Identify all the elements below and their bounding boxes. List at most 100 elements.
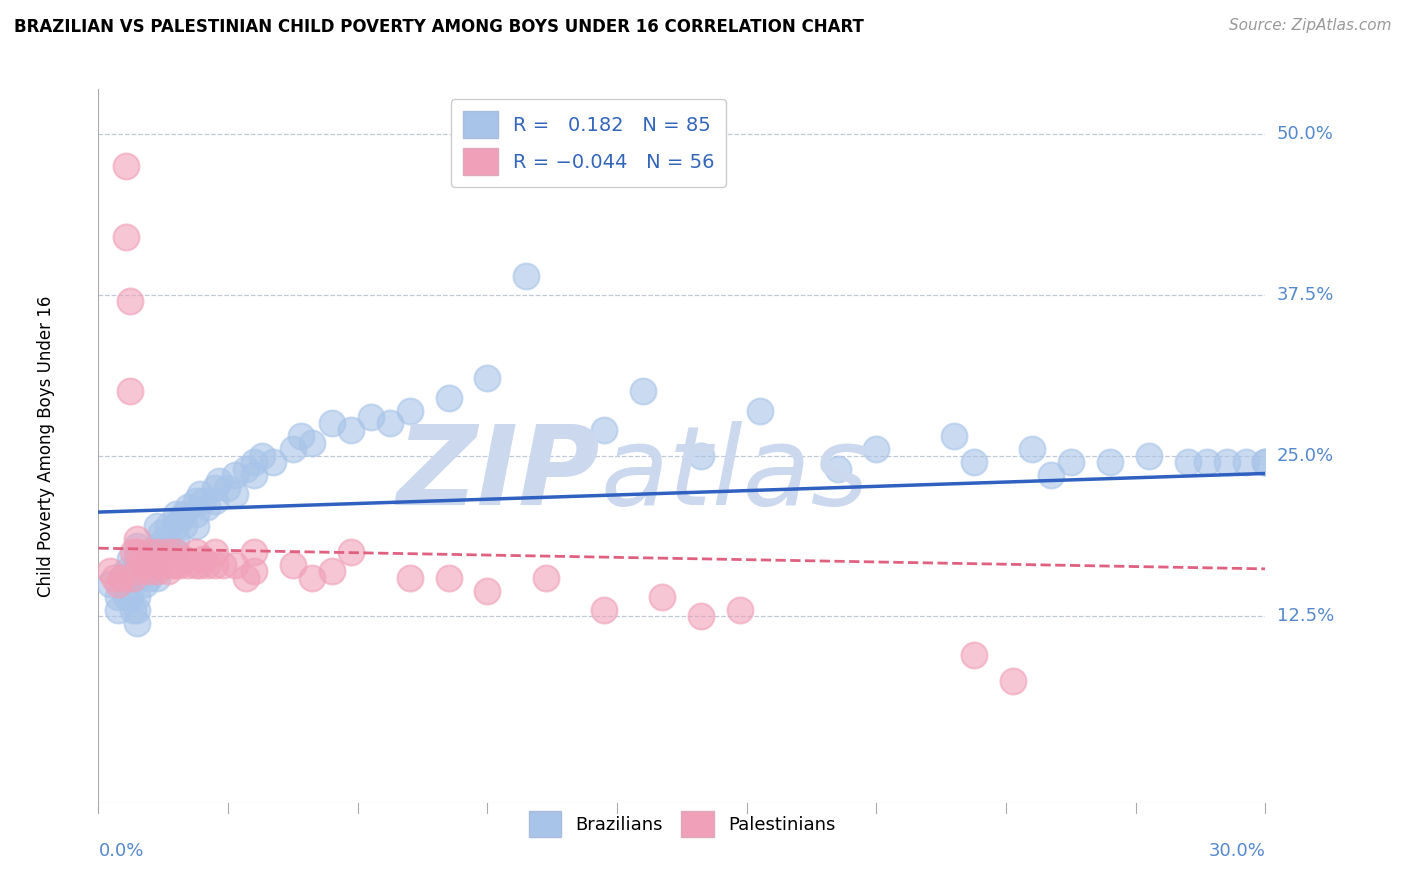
Text: 25.0%: 25.0% <box>1277 447 1334 465</box>
Point <box>593 423 616 437</box>
Point <box>138 571 160 585</box>
Text: ZIP: ZIP <box>396 421 600 528</box>
Point <box>195 500 218 514</box>
Point <box>243 455 266 469</box>
Point <box>224 558 246 572</box>
Text: 37.5%: 37.5% <box>1277 286 1334 304</box>
Point <box>153 551 176 566</box>
Point <box>748 403 770 417</box>
Point <box>157 545 180 559</box>
Point <box>177 558 200 572</box>
Point <box>157 519 180 533</box>
Point <box>204 545 226 559</box>
Point <box>146 571 169 585</box>
Point <box>204 481 226 495</box>
Point <box>224 467 246 482</box>
Point <box>118 384 141 399</box>
Point <box>1021 442 1043 457</box>
Point <box>169 513 191 527</box>
Point <box>118 294 141 309</box>
Point <box>1215 455 1237 469</box>
Point <box>437 391 460 405</box>
Point <box>1137 449 1160 463</box>
Point <box>127 603 149 617</box>
Point <box>149 545 172 559</box>
Point <box>153 533 176 547</box>
Point <box>204 493 226 508</box>
Point <box>827 461 849 475</box>
Point <box>651 590 673 604</box>
Point <box>127 571 149 585</box>
Point <box>340 545 363 559</box>
Point <box>134 558 156 572</box>
Point <box>1098 455 1121 469</box>
Text: 50.0%: 50.0% <box>1277 125 1333 144</box>
Point <box>134 565 156 579</box>
Point <box>165 519 187 533</box>
Point <box>340 423 363 437</box>
Point <box>321 417 343 431</box>
Point <box>235 571 257 585</box>
Point <box>962 455 984 469</box>
Point <box>380 417 402 431</box>
Point <box>173 551 195 566</box>
Point <box>281 442 304 457</box>
Point <box>215 481 238 495</box>
Point <box>114 590 136 604</box>
Point <box>165 545 187 559</box>
Point <box>184 519 207 533</box>
Point <box>146 539 169 553</box>
Point <box>157 539 180 553</box>
Text: Source: ZipAtlas.com: Source: ZipAtlas.com <box>1229 18 1392 33</box>
Point <box>534 571 557 585</box>
Point <box>162 558 184 572</box>
Point <box>398 571 420 585</box>
Text: 12.5%: 12.5% <box>1277 607 1334 625</box>
Point <box>165 558 187 572</box>
Point <box>437 571 460 585</box>
Point <box>1195 455 1218 469</box>
Point <box>290 429 312 443</box>
Point <box>149 525 172 540</box>
Point <box>1040 467 1063 482</box>
Point <box>129 551 152 566</box>
Point <box>111 571 134 585</box>
Point <box>631 384 654 399</box>
Point <box>165 533 187 547</box>
Point <box>107 577 129 591</box>
Point <box>169 558 191 572</box>
Point <box>127 545 149 559</box>
Point <box>1177 455 1199 469</box>
Point <box>515 268 537 283</box>
Point <box>146 565 169 579</box>
Point <box>193 551 215 566</box>
Point <box>730 603 752 617</box>
Point <box>184 558 207 572</box>
Point <box>204 558 226 572</box>
Point <box>690 609 713 624</box>
Point <box>1060 455 1083 469</box>
Point <box>212 558 235 572</box>
Point <box>127 539 149 553</box>
Point <box>114 159 136 173</box>
Point <box>114 230 136 244</box>
Point <box>134 577 156 591</box>
Point <box>1254 455 1277 469</box>
Point <box>208 475 231 489</box>
Point <box>593 603 616 617</box>
Point <box>138 551 160 566</box>
Point <box>107 603 129 617</box>
Point <box>184 507 207 521</box>
Point <box>177 500 200 514</box>
Point <box>690 449 713 463</box>
Point <box>98 577 121 591</box>
Point <box>122 565 145 579</box>
Point <box>173 507 195 521</box>
Point <box>122 571 145 585</box>
Point <box>193 493 215 508</box>
Point <box>184 545 207 559</box>
Point <box>122 603 145 617</box>
Point <box>1254 455 1277 469</box>
Text: 0.0%: 0.0% <box>98 842 143 860</box>
Point <box>127 551 149 566</box>
